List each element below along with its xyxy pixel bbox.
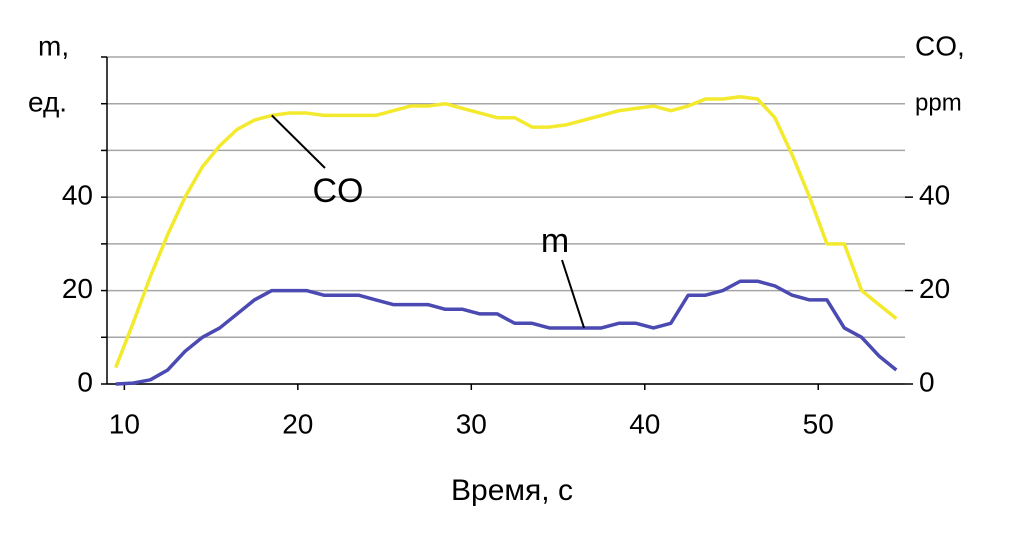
annotation-leader: [271, 114, 326, 169]
annotation-leader: [561, 259, 586, 329]
y2-tick-label: 20: [919, 273, 950, 304]
annotation: CO: [313, 172, 364, 210]
y2-axis-label: ppm: [915, 89, 962, 116]
series-line: [115, 279, 898, 386]
x-tick-label: 20: [282, 408, 313, 439]
y-tick-label: 20: [62, 273, 93, 304]
x-tick-label: 30: [456, 408, 487, 439]
annotation: m: [541, 222, 569, 260]
x-tick-label: 10: [109, 408, 140, 439]
x-tick-label: 40: [629, 408, 660, 439]
y-tick-label: 0: [77, 366, 93, 397]
y-axis-label: ед.: [28, 86, 67, 117]
x-axis-label: Время, с: [451, 474, 573, 507]
series-line: [114, 94, 898, 369]
y2-axis-label: CO,: [915, 30, 965, 61]
y2-tick-label: 40: [919, 180, 950, 211]
x-tick-label: 50: [803, 408, 834, 439]
y-axis-label: m,: [38, 30, 69, 61]
y2-tick-label: 0: [919, 366, 935, 397]
y-tick-label: 40: [62, 180, 93, 211]
